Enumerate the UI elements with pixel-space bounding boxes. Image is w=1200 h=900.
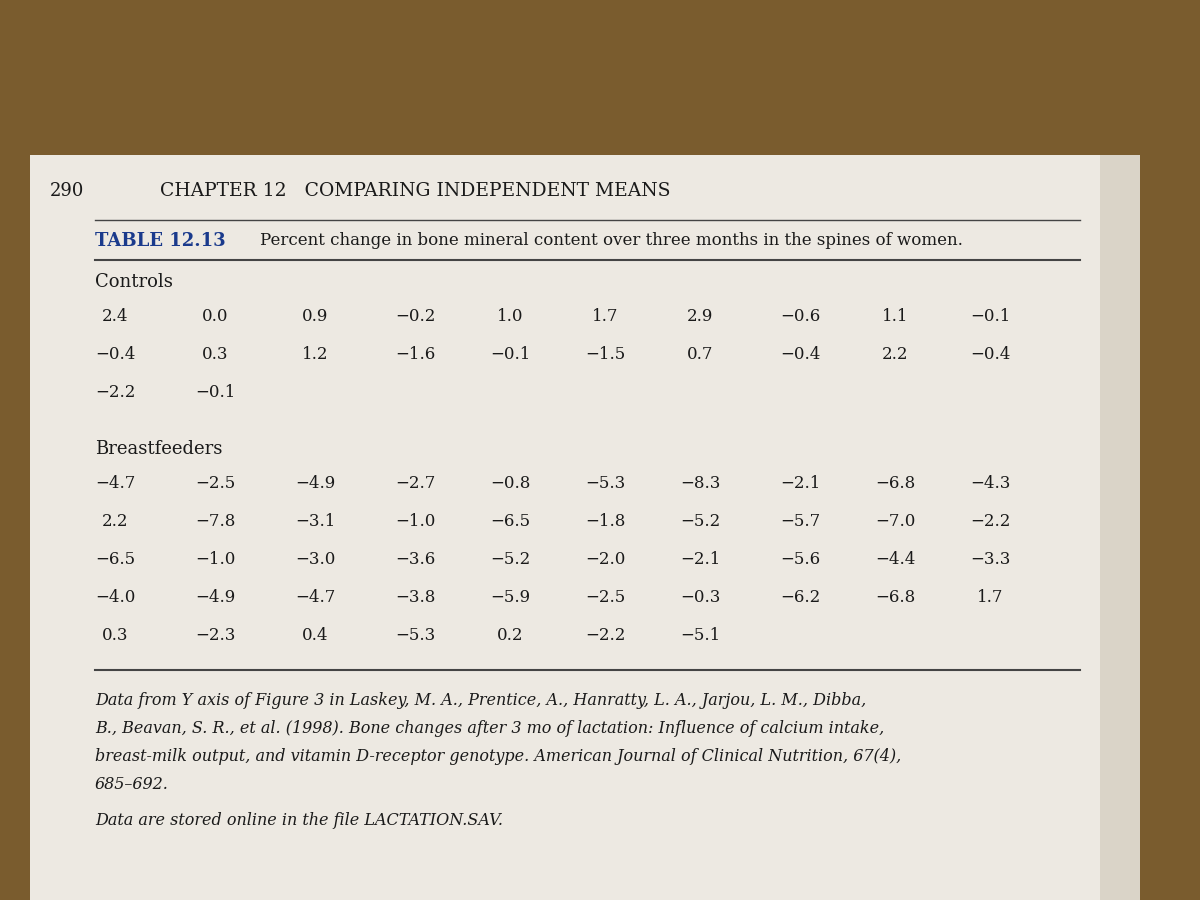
Text: 1.7: 1.7: [592, 308, 618, 325]
Text: −1.0: −1.0: [194, 551, 235, 568]
Text: 290: 290: [50, 182, 84, 200]
Text: 0.3: 0.3: [202, 346, 228, 363]
Text: −3.1: −3.1: [295, 513, 335, 530]
Text: −6.2: −6.2: [780, 589, 820, 606]
Text: −2.5: −2.5: [584, 589, 625, 606]
Text: Controls: Controls: [95, 273, 173, 291]
Text: −1.6: −1.6: [395, 346, 436, 363]
Text: −2.2: −2.2: [95, 384, 136, 401]
Text: Breastfeeders: Breastfeeders: [95, 440, 222, 458]
Bar: [1100, 155, 1140, 900]
Text: Data are stored online in the file LACTATION.SAV.: Data are stored online in the file LACTA…: [95, 813, 503, 830]
Text: 2.2: 2.2: [102, 513, 128, 530]
Text: −2.5: −2.5: [194, 475, 235, 492]
Text: 2.9: 2.9: [686, 308, 713, 325]
Text: 1.7: 1.7: [977, 589, 1003, 606]
Text: −4.9: −4.9: [194, 589, 235, 606]
Text: −4.7: −4.7: [295, 589, 335, 606]
Text: −1.0: −1.0: [395, 513, 436, 530]
Text: 0.7: 0.7: [686, 346, 713, 363]
Text: −3.0: −3.0: [295, 551, 335, 568]
Text: 0.0: 0.0: [202, 308, 228, 325]
Text: 685–692.: 685–692.: [95, 776, 169, 793]
Text: −0.4: −0.4: [95, 346, 136, 363]
Text: −4.4: −4.4: [875, 551, 916, 568]
Text: −5.6: −5.6: [780, 551, 820, 568]
Text: −0.1: −0.1: [970, 308, 1010, 325]
Bar: [30, 155, 1140, 900]
Text: −5.9: −5.9: [490, 589, 530, 606]
Text: −7.8: −7.8: [194, 513, 235, 530]
Text: −1.8: −1.8: [584, 513, 625, 530]
Text: 0.4: 0.4: [301, 627, 329, 644]
Text: 2.4: 2.4: [102, 308, 128, 325]
Text: −4.7: −4.7: [95, 475, 136, 492]
Text: −4.0: −4.0: [95, 589, 136, 606]
Text: −3.6: −3.6: [395, 551, 436, 568]
Text: −6.5: −6.5: [95, 551, 136, 568]
Text: 1.2: 1.2: [301, 346, 329, 363]
Text: −2.7: −2.7: [395, 475, 436, 492]
Text: B., Beavan, S. R., et al. (1998). Bone changes after 3 mo of lactation: Influenc: B., Beavan, S. R., et al. (1998). Bone c…: [95, 720, 884, 737]
Text: −0.1: −0.1: [194, 384, 235, 401]
Text: −2.1: −2.1: [780, 475, 820, 492]
Text: breast-milk output, and vitamin D-receptor genotype. American Journal of Clinica: breast-milk output, and vitamin D-recept…: [95, 748, 901, 765]
Text: 0.9: 0.9: [302, 308, 328, 325]
Text: −0.2: −0.2: [395, 308, 436, 325]
Text: 2.2: 2.2: [882, 346, 908, 363]
Text: −6.8: −6.8: [875, 589, 916, 606]
Text: −5.3: −5.3: [395, 627, 436, 644]
Text: −2.1: −2.1: [680, 551, 720, 568]
Text: −2.3: −2.3: [194, 627, 235, 644]
Text: −5.7: −5.7: [780, 513, 820, 530]
Text: 0.3: 0.3: [102, 627, 128, 644]
Text: −4.9: −4.9: [295, 475, 335, 492]
Text: −6.5: −6.5: [490, 513, 530, 530]
Text: −0.1: −0.1: [490, 346, 530, 363]
Text: 0.2: 0.2: [497, 627, 523, 644]
Text: −0.6: −0.6: [780, 308, 820, 325]
Text: −2.2: −2.2: [584, 627, 625, 644]
Text: −8.3: −8.3: [680, 475, 720, 492]
Text: −5.2: −5.2: [490, 551, 530, 568]
Text: −5.1: −5.1: [680, 627, 720, 644]
Text: −2.2: −2.2: [970, 513, 1010, 530]
Text: −6.8: −6.8: [875, 475, 916, 492]
Text: −0.4: −0.4: [970, 346, 1010, 363]
Text: CHAPTER 12   COMPARING INDEPENDENT MEANS: CHAPTER 12 COMPARING INDEPENDENT MEANS: [160, 182, 671, 200]
Text: −7.0: −7.0: [875, 513, 916, 530]
Text: −0.8: −0.8: [490, 475, 530, 492]
Text: −2.0: −2.0: [584, 551, 625, 568]
Text: 1.0: 1.0: [497, 308, 523, 325]
Text: −5.2: −5.2: [680, 513, 720, 530]
Text: −0.4: −0.4: [780, 346, 820, 363]
Text: −5.3: −5.3: [584, 475, 625, 492]
Text: −3.8: −3.8: [395, 589, 436, 606]
Text: −1.5: −1.5: [584, 346, 625, 363]
Text: TABLE 12.13: TABLE 12.13: [95, 232, 226, 250]
Text: Data from Y axis of Figure 3 in Laskey, M. A., Prentice, A., Hanratty, L. A., Ja: Data from Y axis of Figure 3 in Laskey, …: [95, 692, 866, 709]
Text: −3.3: −3.3: [970, 551, 1010, 568]
Text: Percent change in bone mineral content over three months in the spines of women.: Percent change in bone mineral content o…: [260, 232, 962, 249]
Text: −0.3: −0.3: [680, 589, 720, 606]
Text: −4.3: −4.3: [970, 475, 1010, 492]
Text: 1.1: 1.1: [882, 308, 908, 325]
